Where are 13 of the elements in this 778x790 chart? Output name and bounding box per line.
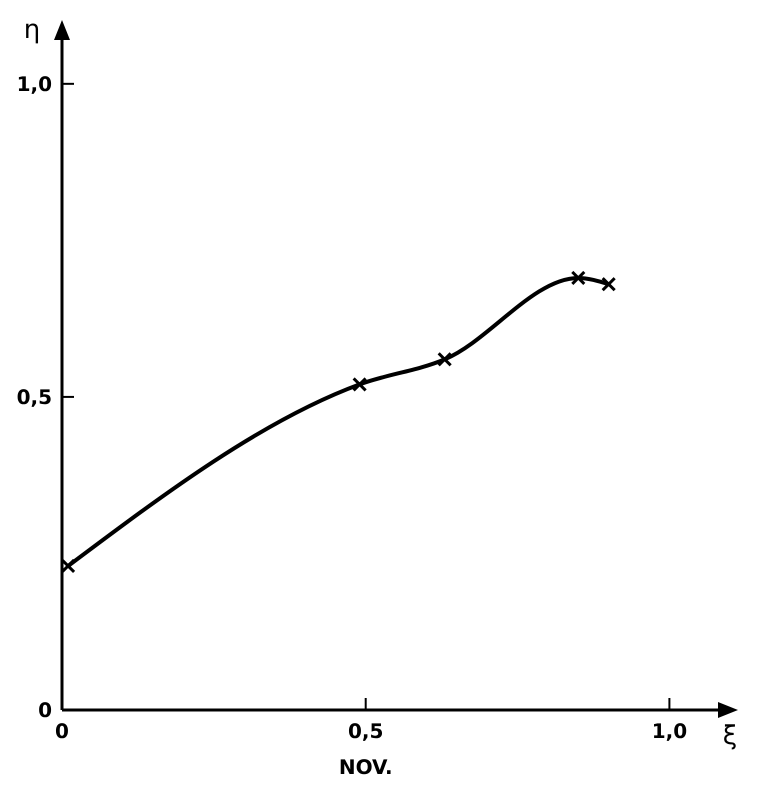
x-tick-label: 0 [55, 719, 69, 743]
point [352, 376, 368, 392]
y-tick-label: 0,5 [16, 384, 52, 409]
x-tick-label: 1,0 [652, 719, 688, 743]
point [601, 276, 616, 292]
point [570, 270, 586, 286]
y-tick-label: 0 [38, 698, 52, 722]
y-axis-title: η [24, 15, 40, 45]
y-tick-label: 1,0 [16, 72, 52, 96]
x-tick-label: 0,5 [348, 719, 384, 743]
x-axis-title: ξ [722, 721, 738, 751]
text: NOV. [338, 755, 393, 779]
point [437, 352, 452, 367]
